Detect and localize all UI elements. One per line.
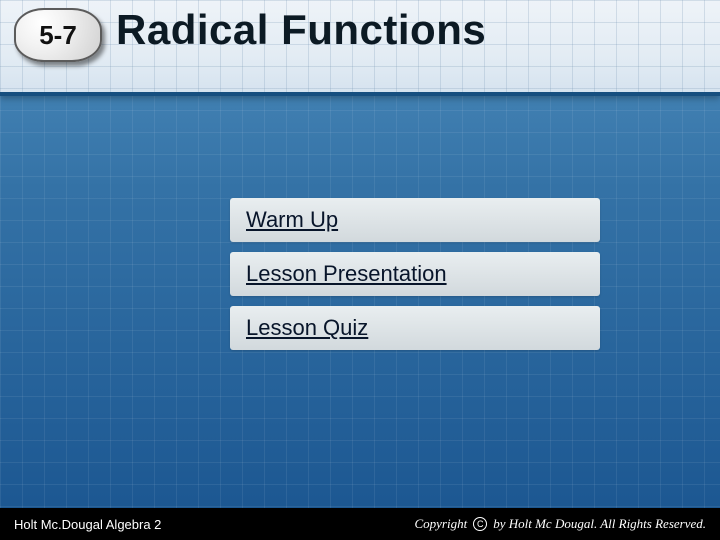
footer-copyright: Copyright C by Holt Mc Dougal. All Right… bbox=[414, 516, 706, 532]
copyright-by: by Holt Mc Dougal. All Rights Reserved. bbox=[493, 516, 706, 532]
copyright-icon: C bbox=[473, 517, 487, 531]
link-warm-up[interactable]: Warm Up bbox=[230, 198, 600, 242]
header-band: 5-7 Radical Functions bbox=[0, 0, 720, 96]
link-lesson-quiz[interactable]: Lesson Quiz bbox=[230, 306, 600, 350]
slide: 5-7 Radical Functions Warm Up Lesson Pre… bbox=[0, 0, 720, 540]
link-label: Lesson Presentation bbox=[246, 261, 447, 287]
footer-textbook: Holt Mc.Dougal Algebra 2 bbox=[14, 517, 161, 532]
lesson-number-badge: 5-7 bbox=[14, 8, 102, 62]
link-label: Lesson Quiz bbox=[246, 315, 368, 341]
link-lesson-presentation[interactable]: Lesson Presentation bbox=[230, 252, 600, 296]
link-label: Warm Up bbox=[246, 207, 338, 233]
lesson-number-text: 5-7 bbox=[39, 20, 77, 51]
copyright-word: Copyright bbox=[414, 516, 467, 532]
lesson-title: Radical Functions bbox=[116, 6, 486, 54]
footer-bar: Holt Mc.Dougal Algebra 2 Copyright C by … bbox=[0, 508, 720, 540]
